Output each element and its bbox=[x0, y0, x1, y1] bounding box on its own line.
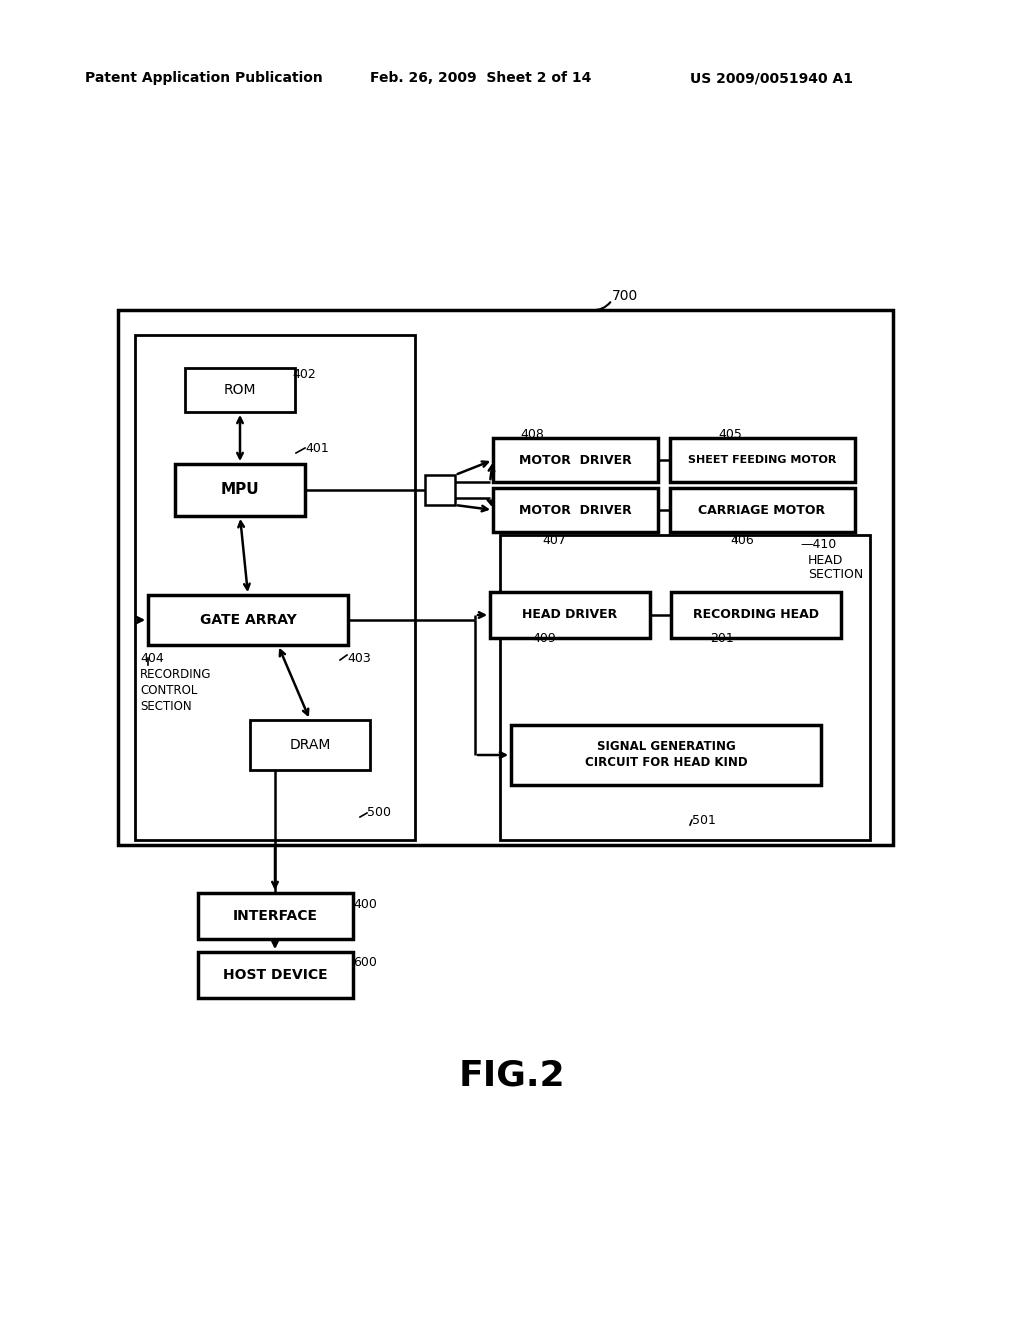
Text: 405: 405 bbox=[718, 429, 741, 441]
Text: RECORDING HEAD: RECORDING HEAD bbox=[693, 609, 819, 622]
Text: 406: 406 bbox=[730, 533, 754, 546]
Text: SHEET FEEDING MOTOR: SHEET FEEDING MOTOR bbox=[688, 455, 837, 465]
Text: SECTION: SECTION bbox=[808, 569, 863, 582]
Bar bbox=[198, 894, 352, 939]
Text: CARRIAGE MOTOR: CARRIAGE MOTOR bbox=[698, 503, 825, 516]
Bar bbox=[490, 591, 650, 638]
Text: Feb. 26, 2009  Sheet 2 of 14: Feb. 26, 2009 Sheet 2 of 14 bbox=[370, 71, 592, 84]
Bar bbox=[511, 725, 821, 785]
Text: 501: 501 bbox=[692, 813, 716, 826]
Bar bbox=[500, 535, 870, 840]
Text: HEAD: HEAD bbox=[808, 553, 844, 566]
Bar bbox=[135, 335, 415, 840]
Text: GATE ARRAY: GATE ARRAY bbox=[200, 612, 296, 627]
Text: SIGNAL GENERATING
CIRCUIT FOR HEAD KIND: SIGNAL GENERATING CIRCUIT FOR HEAD KIND bbox=[585, 741, 748, 770]
Bar bbox=[175, 465, 305, 516]
Text: CONTROL: CONTROL bbox=[140, 685, 198, 697]
Text: HEAD DRIVER: HEAD DRIVER bbox=[522, 609, 617, 622]
Text: 500: 500 bbox=[367, 807, 391, 820]
Bar bbox=[250, 719, 370, 770]
Text: INTERFACE: INTERFACE bbox=[232, 909, 317, 923]
Text: 201: 201 bbox=[710, 631, 734, 644]
Text: —410: —410 bbox=[800, 539, 837, 552]
Bar bbox=[670, 438, 854, 482]
Text: 401: 401 bbox=[305, 441, 329, 454]
Text: 408: 408 bbox=[520, 429, 544, 441]
Text: US 2009/0051940 A1: US 2009/0051940 A1 bbox=[690, 71, 853, 84]
Bar bbox=[493, 488, 657, 532]
Text: 407: 407 bbox=[542, 533, 566, 546]
Text: Patent Application Publication: Patent Application Publication bbox=[85, 71, 323, 84]
Bar bbox=[671, 591, 841, 638]
Bar bbox=[670, 488, 854, 532]
Text: MOTOR  DRIVER: MOTOR DRIVER bbox=[518, 454, 632, 466]
Text: 600: 600 bbox=[353, 956, 377, 969]
Text: ROM: ROM bbox=[224, 383, 256, 397]
Text: 404: 404 bbox=[140, 652, 164, 664]
Bar bbox=[198, 952, 352, 998]
Text: DRAM: DRAM bbox=[290, 738, 331, 752]
Bar bbox=[185, 368, 295, 412]
Bar bbox=[148, 595, 348, 645]
Text: RECORDING: RECORDING bbox=[140, 668, 212, 681]
Text: MPU: MPU bbox=[221, 483, 259, 498]
Bar bbox=[118, 310, 893, 845]
Text: HOST DEVICE: HOST DEVICE bbox=[222, 968, 328, 982]
Text: 402: 402 bbox=[292, 368, 315, 381]
Text: MOTOR  DRIVER: MOTOR DRIVER bbox=[518, 503, 632, 516]
Bar bbox=[425, 475, 455, 506]
Text: 409: 409 bbox=[532, 631, 556, 644]
Text: 400: 400 bbox=[353, 899, 377, 912]
Text: FIG.2: FIG.2 bbox=[459, 1059, 565, 1092]
Text: 700: 700 bbox=[612, 289, 638, 304]
Text: SECTION: SECTION bbox=[140, 701, 191, 714]
Text: 403: 403 bbox=[347, 652, 371, 664]
Bar bbox=[493, 438, 657, 482]
